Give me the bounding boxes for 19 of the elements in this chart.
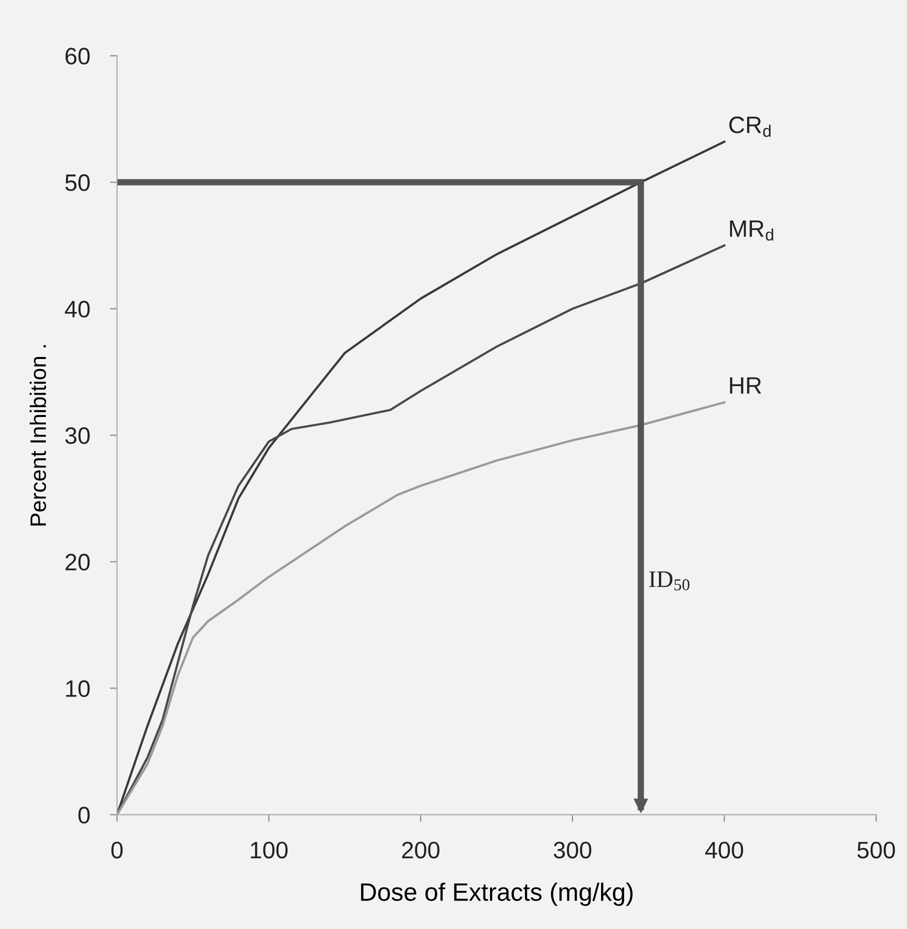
x-tick-label: 100 — [250, 842, 288, 858]
y-axis-title: Percent Inhibition . — [30, 345, 46, 526]
y-tick-label: 40 — [64, 300, 90, 318]
series-label: MR$_{d}$ — [730, 220, 774, 241]
x-tick-label: 0 — [111, 842, 123, 858]
y-tick-label: 50 — [65, 174, 90, 192]
y-tick-label: 0 — [78, 806, 90, 824]
y-tick-label: 30 — [65, 427, 90, 444]
y-tick-label: 60 — [66, 48, 90, 65]
series-label: HR — [730, 377, 762, 394]
y-tick-label: 20 — [66, 554, 90, 571]
series-label: CR$_{d}$ — [729, 116, 771, 137]
x-tick-label: 500 — [857, 842, 895, 858]
ref-line-label: ID$_{50}$ — [649, 571, 690, 590]
x-tick-label: 300 — [554, 842, 592, 858]
x-axis-title: Dose of Extracts (mg/kg) — [361, 882, 633, 906]
x-tick-label: 400 — [705, 842, 744, 858]
y-tick-label: 10 — [66, 680, 90, 698]
x-tick-label: 200 — [402, 842, 440, 858]
